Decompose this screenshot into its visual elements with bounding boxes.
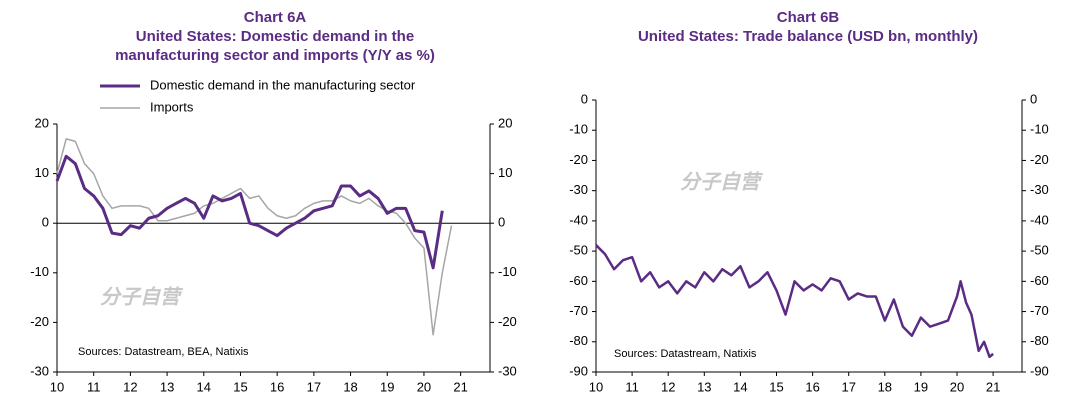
x-tick-label: 10	[589, 379, 603, 394]
y-tick-label: -90	[569, 363, 588, 378]
series-line	[55, 154, 444, 270]
y-tick-label: 10	[35, 165, 49, 180]
chart-title: Chart 6A	[244, 9, 307, 26]
y-tick-label: -80	[569, 333, 588, 348]
x-tick-label: 11	[87, 379, 101, 394]
legend-label: Domestic demand in the manufacturing sec…	[150, 77, 416, 92]
y2-tick-label: -30	[498, 363, 517, 378]
y2-tick-label: -90	[1030, 363, 1049, 378]
y2-tick-label: -60	[1030, 273, 1049, 288]
y2-tick-label: 20	[498, 115, 512, 130]
y-tick-label: -50	[569, 243, 588, 258]
y-tick-label: -30	[569, 182, 588, 197]
chart-subtitle: manufacturing sector and imports (Y/Y as…	[115, 47, 435, 64]
x-tick-label: 13	[697, 379, 711, 394]
x-tick-label: 19	[380, 379, 394, 394]
x-tick-label: 16	[270, 379, 284, 394]
y-tick-label: -40	[569, 212, 588, 227]
y2-tick-label: -70	[1030, 303, 1049, 318]
x-tick-label: 21	[453, 379, 467, 394]
x-tick-label: 21	[986, 379, 1000, 394]
y2-tick-label: -10	[1030, 122, 1049, 137]
y2-tick-label: -10	[498, 264, 517, 279]
y2-tick-label: -40	[1030, 212, 1049, 227]
x-tick-label: 15	[769, 379, 783, 394]
x-tick-label: 14	[733, 379, 747, 394]
x-tick-label: 13	[160, 379, 174, 394]
y-tick-label: -30	[30, 363, 49, 378]
watermark: 分子自营	[680, 170, 764, 193]
y2-tick-label: -20	[498, 314, 517, 329]
x-tick-label: 19	[914, 379, 928, 394]
y2-tick-label: 10	[498, 165, 512, 180]
y2-tick-label: -50	[1030, 243, 1049, 258]
watermark: 分子自营	[100, 285, 184, 308]
x-tick-label: 20	[417, 379, 431, 394]
x-tick-label: 16	[805, 379, 819, 394]
chart-subtitle: United States: Domestic demand in the	[136, 28, 414, 45]
source-note: Sources: Datastream, BEA, Natixis	[78, 346, 249, 358]
y-tick-label: -10	[569, 122, 588, 137]
series-line	[595, 244, 994, 359]
x-tick-label: 11	[625, 379, 639, 394]
y-tick-label: -60	[569, 273, 588, 288]
source-note: Sources: Datastream, Natixis	[614, 348, 757, 360]
x-tick-label: 10	[50, 379, 64, 394]
y2-tick-label: 0	[498, 215, 505, 230]
y2-tick-label: -80	[1030, 333, 1049, 348]
x-tick-label: 15	[233, 379, 247, 394]
y-tick-label: -20	[30, 314, 49, 329]
y-tick-label: 0	[581, 91, 588, 106]
y2-tick-label: -20	[1030, 152, 1049, 167]
chart-subtitle: United States: Trade balance (USD bn, mo…	[638, 28, 978, 45]
x-tick-label: 18	[878, 379, 892, 394]
y2-tick-label: -30	[1030, 182, 1049, 197]
legend-label: Imports	[150, 99, 194, 114]
y-tick-label: 0	[42, 215, 49, 230]
y-tick-label: -10	[30, 264, 49, 279]
x-tick-label: 12	[123, 379, 137, 394]
y-tick-label: 20	[35, 115, 49, 130]
x-tick-label: 20	[950, 379, 964, 394]
x-tick-label: 14	[197, 379, 211, 394]
x-tick-label: 18	[343, 379, 357, 394]
x-tick-label: 17	[307, 379, 321, 394]
y2-tick-label: 0	[1030, 91, 1037, 106]
chart-title: Chart 6B	[777, 9, 840, 26]
x-tick-label: 17	[841, 379, 855, 394]
y-tick-label: -20	[569, 152, 588, 167]
x-tick-label: 12	[661, 379, 675, 394]
y-tick-label: -70	[569, 303, 588, 318]
